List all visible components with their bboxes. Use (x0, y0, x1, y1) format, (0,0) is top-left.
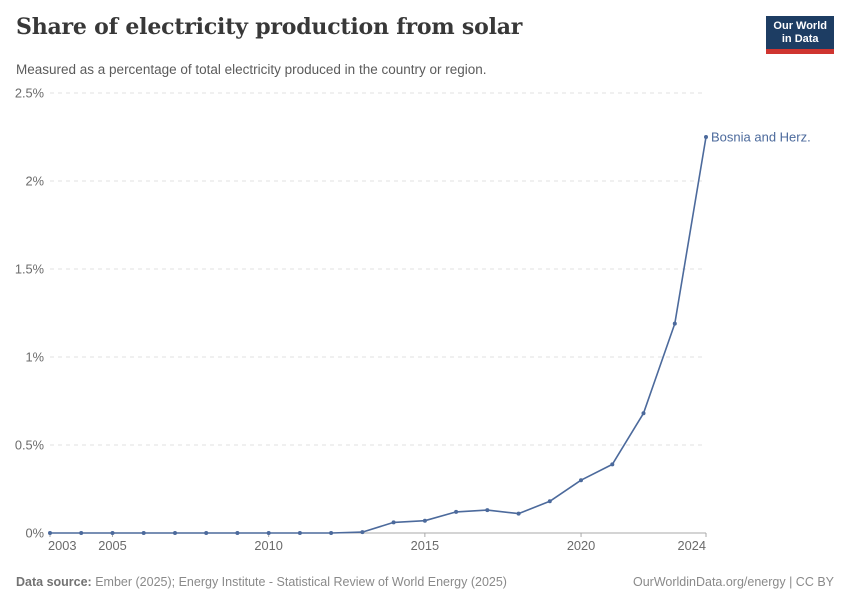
chart-footer: Data source: Ember (2025); Energy Instit… (16, 575, 834, 589)
data-point (360, 530, 365, 535)
data-point (516, 511, 521, 516)
y-axis-tick-label: 0% (26, 526, 45, 541)
chart-subtitle: Measured as a percentage of total electr… (16, 61, 487, 77)
y-axis-tick-label: 2% (26, 174, 45, 189)
y-axis-tick-label: 2.5% (15, 86, 44, 101)
data-point (672, 321, 677, 326)
data-point (454, 509, 459, 514)
data-point (173, 531, 177, 535)
data-point (610, 462, 615, 467)
data-point (79, 531, 84, 535)
data-point (110, 531, 115, 535)
data-source-label: Data source: (16, 575, 92, 589)
series-end-label: Bosnia and Herz. (711, 130, 811, 145)
x-axis-tick-label: 2003 (48, 538, 76, 553)
data-source-text: Ember (2025); Energy Institute - Statist… (95, 575, 507, 589)
owid-logo-line1: Our World (773, 20, 827, 32)
data-point (297, 531, 302, 535)
data-point (579, 478, 583, 483)
data-point (485, 508, 490, 513)
owid-logo-line2: in Data (781, 32, 819, 45)
data-point (422, 518, 427, 523)
series-line (49, 136, 707, 534)
owid-logo: Our World in Data (766, 16, 834, 54)
x-axis-tick-label: 2005 (98, 538, 126, 553)
data-point (266, 531, 271, 535)
data-point (329, 531, 334, 535)
credit-link[interactable]: OurWorldinData.org/energy | CC BY (632, 575, 834, 589)
page-title: Share of electricity production from sol… (16, 14, 523, 40)
data-point (48, 531, 52, 535)
data-point (391, 520, 396, 525)
x-axis-tick-label: 2024 (678, 538, 706, 553)
data-point (204, 531, 209, 535)
chart-header: Share of electricity production from sol… (16, 14, 834, 78)
y-axis-tick-label: 1.5% (15, 262, 44, 277)
data-point (547, 499, 552, 504)
x-axis-tick-label: 2015 (411, 538, 439, 553)
y-axis-tick-label: 1% (26, 350, 45, 365)
x-axis-tick-label: 2020 (567, 538, 595, 553)
data-source-note: Data source: Ember (2025); Energy Instit… (16, 575, 507, 589)
data-point (141, 531, 146, 535)
data-point (704, 135, 708, 139)
y-axis-tick-label: 0.5% (15, 438, 44, 453)
data-point (641, 411, 646, 416)
data-point (235, 531, 240, 535)
x-axis-tick-label: 2010 (254, 538, 282, 553)
